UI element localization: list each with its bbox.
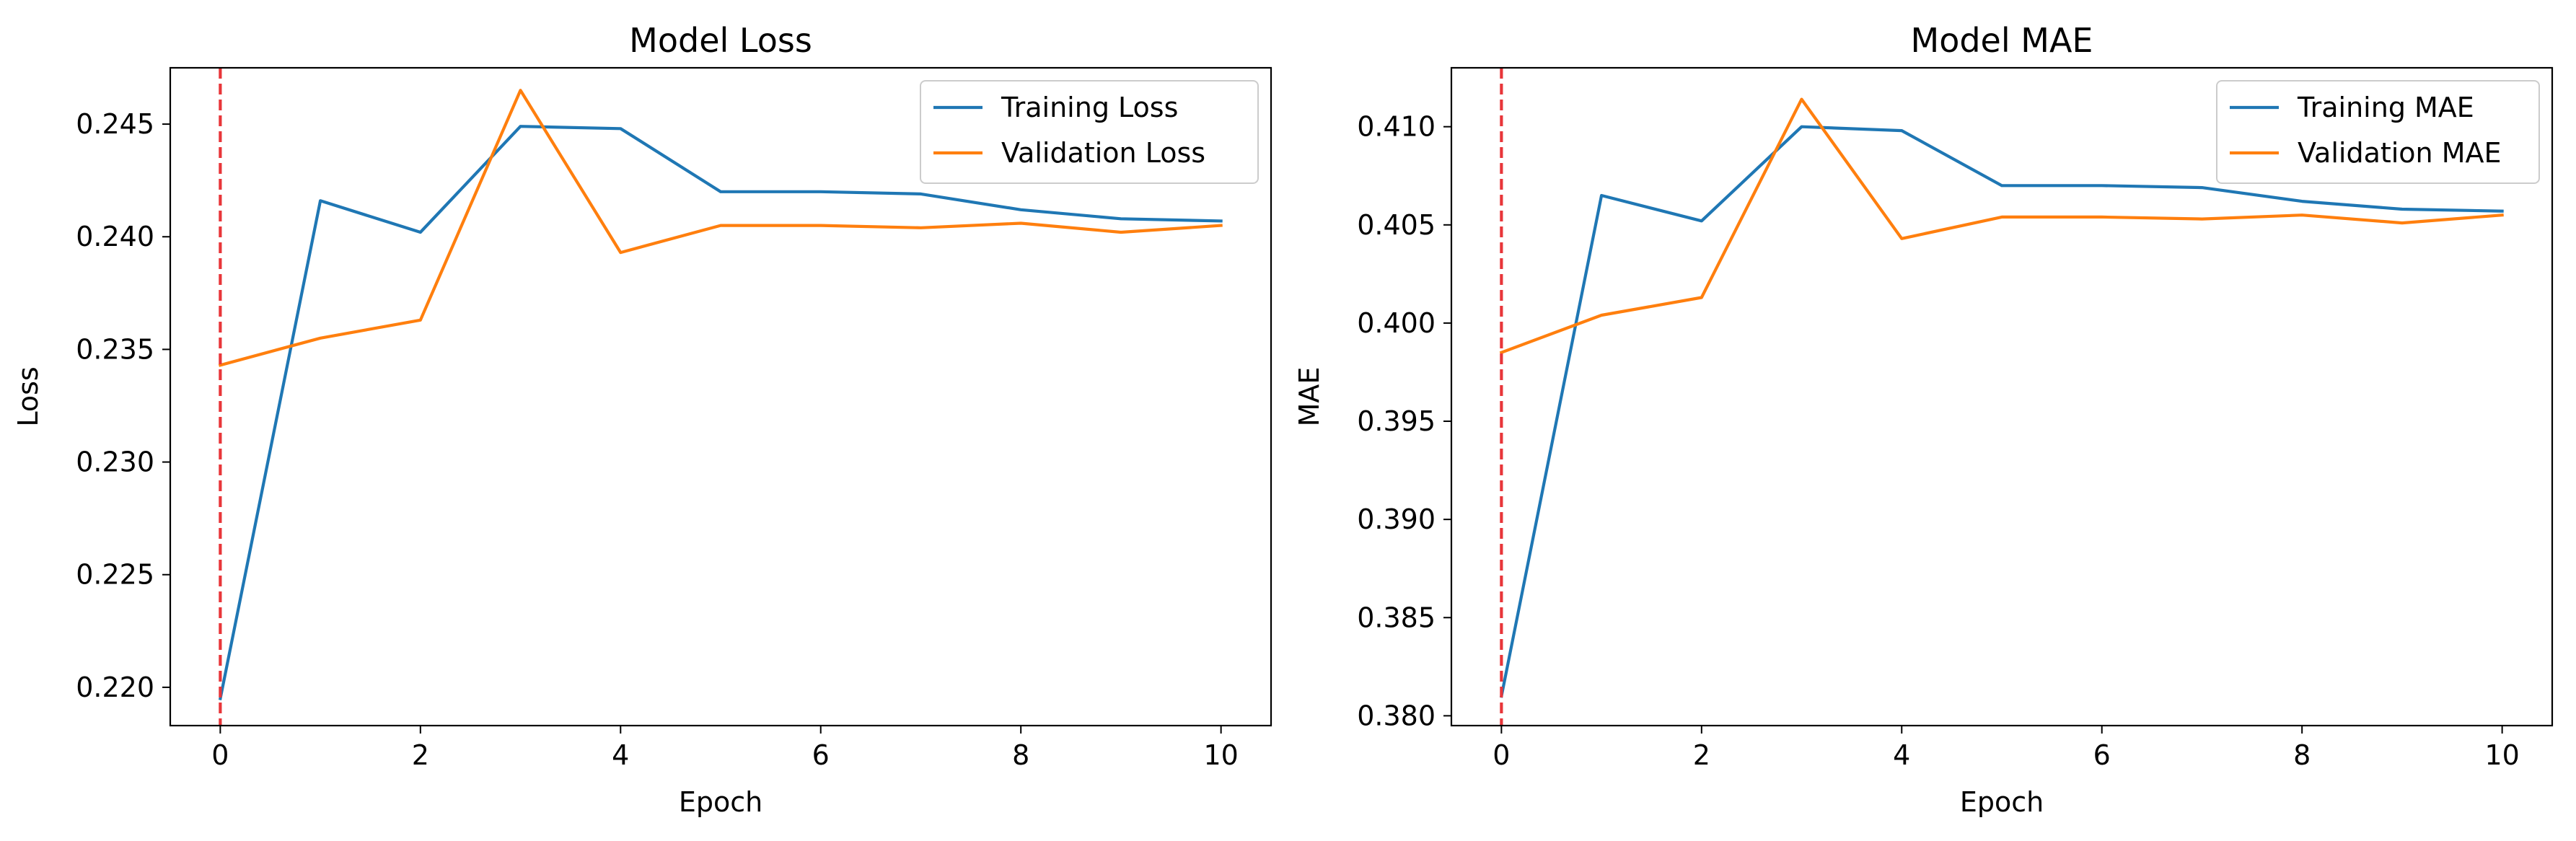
validation-point [520, 90, 521, 91]
series-lines [1499, 97, 2504, 698]
validation-point [2302, 215, 2303, 216]
training-point [2401, 209, 2402, 210]
y-tick-label: 0.395 [1357, 405, 1436, 437]
y-tick-label: 0.380 [1357, 700, 1436, 731]
x-tick-label: 8 [1012, 739, 1029, 771]
validation-point [220, 365, 221, 366]
validation-point [820, 225, 821, 226]
validation-point [1120, 232, 1121, 233]
series-lines [218, 89, 1223, 700]
training-point [820, 191, 821, 192]
training-point [2101, 185, 2102, 186]
legend-label-validation: Validation Loss [1001, 137, 1205, 169]
x-tick-label: 4 [1893, 739, 1910, 771]
y-tick-label: 0.405 [1357, 209, 1436, 241]
y-tick-label: 0.410 [1357, 111, 1436, 143]
chart-1: Model Loss Loss Epoch 0 2 4 6 8 10 0.220 0.225 0.23… [12, 21, 1272, 818]
legend: Training Loss Validation Loss [920, 80, 1259, 184]
x-axis-label: Epoch [1960, 786, 2044, 818]
axes-frame [1450, 66, 2554, 727]
legend-label-training: Training Loss [1001, 92, 1178, 123]
training-point [620, 128, 621, 129]
x-tick-label: 2 [412, 739, 429, 771]
x-tick-label: 10 [1203, 739, 1238, 771]
validation-point [1501, 352, 1502, 353]
chart-2: Model MAE MAE Epoch 0 2 4 6 8 10 0.380 0.385 0.390 0… [1293, 21, 2554, 818]
y-tick-label: 0.390 [1357, 503, 1436, 535]
y-axis-label: Loss [12, 366, 44, 426]
y-axis-label: MAE [1293, 367, 1325, 427]
x-tick-label: 2 [1693, 739, 1710, 771]
legend: Training MAE Validation MAE [2216, 80, 2540, 184]
chart-title: Model MAE [1911, 21, 2093, 60]
chart-title: Model Loss [629, 21, 812, 60]
legend-label-training: Training MAE [2297, 92, 2474, 123]
x-tick-label: 4 [612, 739, 629, 771]
training-line [218, 125, 1223, 700]
x-tick-label: 10 [2484, 739, 2519, 771]
axes-frame [169, 66, 1272, 727]
validation-point [620, 252, 621, 253]
y-tick-label: 0.240 [76, 221, 154, 252]
y-tick-label: 0.400 [1357, 307, 1436, 339]
training-line [1499, 125, 2504, 698]
validation-line [1499, 97, 2504, 355]
x-tick-label: 6 [2093, 739, 2111, 771]
x-tick-label: 0 [1493, 739, 1510, 771]
validation-point [920, 227, 921, 228]
training-point [420, 232, 421, 233]
training-point [2002, 185, 2003, 186]
y-tick-label: 0.385 [1357, 602, 1436, 633]
validation-point [2101, 216, 2102, 217]
y-tick-label: 0.225 [76, 559, 154, 591]
training-point [2302, 201, 2303, 202]
y-tick-label: 0.245 [76, 108, 154, 140]
validation-point [1601, 315, 1602, 316]
training-point [920, 193, 921, 194]
x-tick-label: 0 [211, 739, 229, 771]
x-tick-label: 8 [2293, 739, 2311, 771]
y-tick-label: 0.235 [76, 333, 154, 365]
y-tick-label: 0.230 [76, 446, 154, 478]
validation-point [2401, 223, 2402, 224]
validation-point [1801, 99, 1802, 100]
training-point [520, 126, 521, 127]
training-point [1801, 126, 1802, 127]
legend-label-validation: Validation MAE [2298, 137, 2502, 169]
validation-point [1701, 297, 1702, 298]
legend-box [920, 80, 1259, 184]
y-tick-label: 0.220 [76, 672, 154, 703]
training-point [220, 698, 221, 699]
x-axis-label: Epoch [679, 786, 762, 818]
validation-line [218, 89, 1223, 367]
legend-box [2216, 80, 2540, 184]
validation-point [2002, 216, 2003, 217]
x-tick-label: 6 [812, 739, 830, 771]
